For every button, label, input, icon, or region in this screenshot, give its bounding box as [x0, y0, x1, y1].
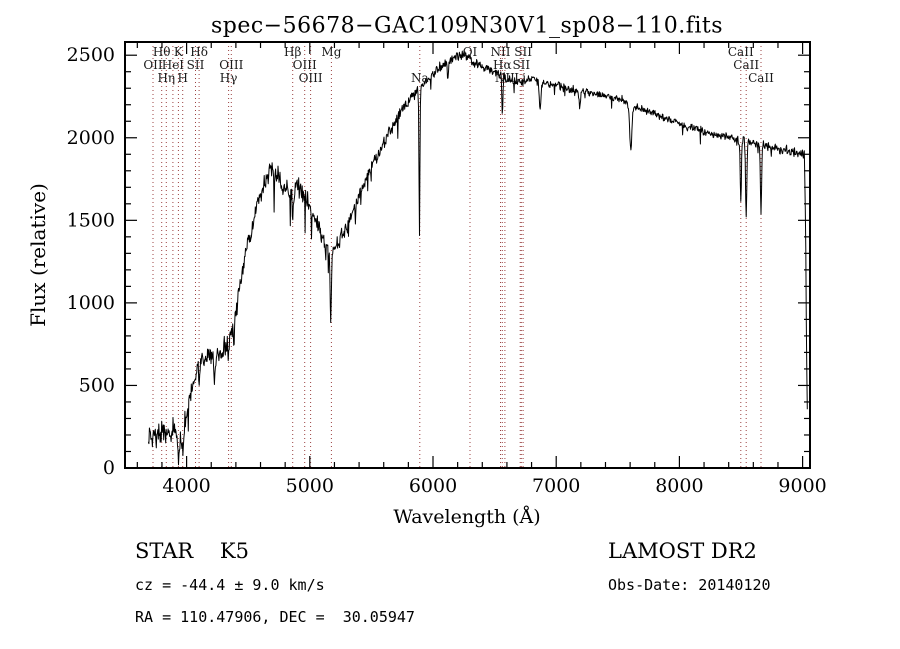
- spectral-line-label: NII: [495, 71, 515, 85]
- x-tick-label: 9000: [778, 475, 826, 497]
- spectral-line-label: HeI: [162, 58, 185, 72]
- spectral-line-label: OI: [463, 45, 478, 59]
- y-tick-label: 0: [103, 457, 115, 479]
- spectral-line-label: OII: [143, 58, 163, 72]
- survey-release-label: LAMOST DR2: [608, 539, 757, 563]
- radial-velocity-label: cz = -44.4 ± 9.0 km/s: [135, 576, 325, 594]
- spectral-line-label: SII: [512, 58, 530, 72]
- object-class-label: STAR K5: [135, 539, 249, 563]
- plot-title: spec−56678−GAC109N30V1_sp08−110.fits: [210, 13, 724, 39]
- spectral-line-label: K: [174, 45, 184, 59]
- ra-dec-label: RA = 110.47906, DEC = 30.05947: [135, 608, 415, 626]
- spectral-line-label: Hη: [157, 71, 175, 85]
- x-tick-label: 5000: [286, 475, 334, 497]
- spectral-line-label: CaII: [748, 71, 774, 85]
- spectral-line-label: OIII: [299, 71, 323, 85]
- spectral-line-label: SII: [514, 45, 532, 59]
- spectral-line-label: Hδ: [190, 45, 208, 59]
- y-tick-label: 500: [79, 374, 115, 396]
- spectral-line-label: SII: [187, 58, 205, 72]
- spectral-line-label: CaII: [733, 58, 759, 72]
- plot-frame: [124, 41, 811, 469]
- spectral-line-label: Hγ: [220, 71, 238, 85]
- y-axis-label: Flux (relative): [26, 183, 50, 327]
- spectral-line-label: Hθ: [153, 45, 171, 59]
- spectral-line-label: Hβ: [284, 45, 301, 59]
- obs-date-label: Obs-Date: 20140120: [608, 576, 771, 594]
- spectral-line-label: OIII: [293, 58, 317, 72]
- y-tick-label: 2000: [67, 127, 115, 149]
- spectral-line-label: Hα: [493, 58, 512, 72]
- spectral-line-label: NII: [491, 45, 511, 59]
- x-axis-label: Wavelength (Å): [393, 506, 541, 528]
- x-tick-label: 4000: [162, 475, 210, 497]
- spectral-line-label: CaII: [728, 45, 754, 59]
- spectral-line-label: Mg: [321, 45, 341, 59]
- x-tick-label: 7000: [532, 475, 580, 497]
- spectral-line-label: OIII: [219, 58, 243, 72]
- y-tick-label: 2500: [67, 44, 115, 66]
- x-tick-label: 8000: [655, 475, 703, 497]
- spectral-line-label: H: [177, 71, 187, 85]
- y-tick-label: 1500: [67, 209, 115, 231]
- spectrum-trace: [147, 50, 808, 466]
- spectral-line-label: Na: [411, 71, 429, 85]
- x-tick-label: 6000: [409, 475, 457, 497]
- spectral-line-label: Li: [514, 71, 526, 85]
- y-tick-label: 1000: [67, 292, 115, 314]
